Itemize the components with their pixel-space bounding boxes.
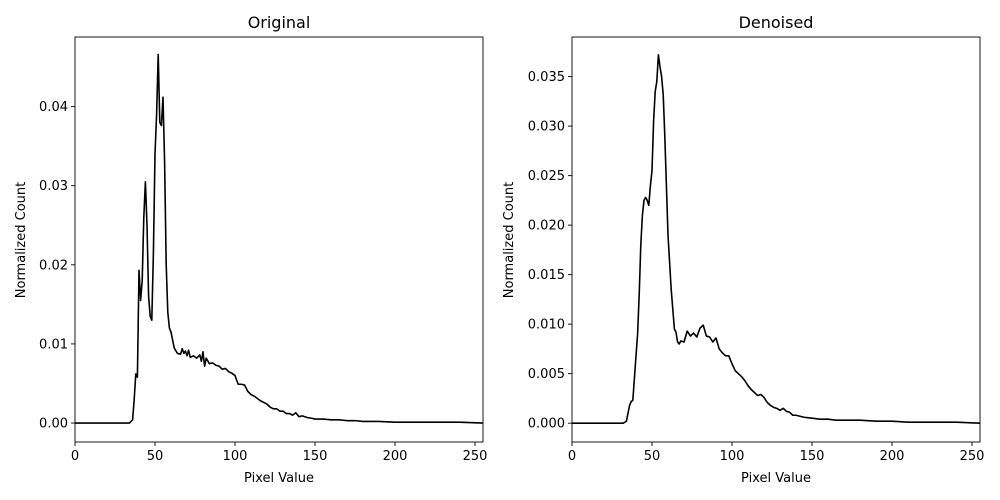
x-axis-label: Pixel Value (741, 471, 811, 486)
y-tick-label: 0.00 (39, 417, 68, 432)
y-tick-label: 0.010 (528, 318, 565, 333)
y-tick-label: 0.04 (39, 100, 68, 115)
panel-original: Original 0 50 100 150 200 250 0.00 0.01 0.02 0.03… (14, 13, 487, 486)
y-tick-label: 0.025 (528, 169, 565, 184)
x-tick-label: 250 (960, 449, 985, 464)
y-tick-label: 0.005 (528, 367, 565, 382)
x-tick-label: 0 (71, 449, 79, 464)
chart-title: Denoised (739, 13, 814, 32)
x-tick-label: 0 (568, 449, 576, 464)
series-line (75, 53, 484, 424)
y-tick-label: 0.02 (39, 258, 68, 273)
y-tick-label: 0.035 (528, 70, 565, 85)
x-tick-label: 200 (880, 449, 905, 464)
y-tick-label: 0.01 (39, 337, 68, 352)
x-tick-label: 150 (303, 449, 328, 464)
y-tick-label: 0.03 (39, 179, 68, 194)
plot-frame (571, 36, 981, 443)
y-tick-label: 0.030 (528, 120, 565, 135)
panel-denoised: Denoised 0 50 100 150 200 2500.0000.0050.0100… (502, 13, 984, 486)
x-tick-label: 50 (644, 449, 661, 464)
tick-group: 0 50 100 150 200 250 0.000 0.005 0.010 0.015 0.020… (528, 70, 985, 464)
y-tick-label: 0.015 (528, 268, 565, 283)
y-axis-label: Normalized Count (502, 182, 517, 298)
x-tick-label: 50 (147, 449, 164, 464)
x-tick-label: 100 (720, 449, 745, 464)
y-tick-label: 0.000 (528, 417, 565, 432)
series-line (572, 54, 981, 424)
x-tick-label: 100 (223, 449, 248, 464)
x-tick-label: 150 (800, 449, 825, 464)
tick-group: 0 50 100 150 200 250 0.00 0.01 0.02 0.03 0.04 (39, 100, 487, 464)
x-tick-label: 250 (463, 449, 488, 464)
plot-frame (74, 36, 484, 443)
y-axis-label: Normalized Count (14, 182, 29, 298)
x-tick-label: 200 (383, 449, 408, 464)
chart-title: Original (248, 13, 311, 32)
y-tick-label: 0.020 (528, 219, 565, 234)
x-axis-label: Pixel Value (244, 471, 314, 486)
